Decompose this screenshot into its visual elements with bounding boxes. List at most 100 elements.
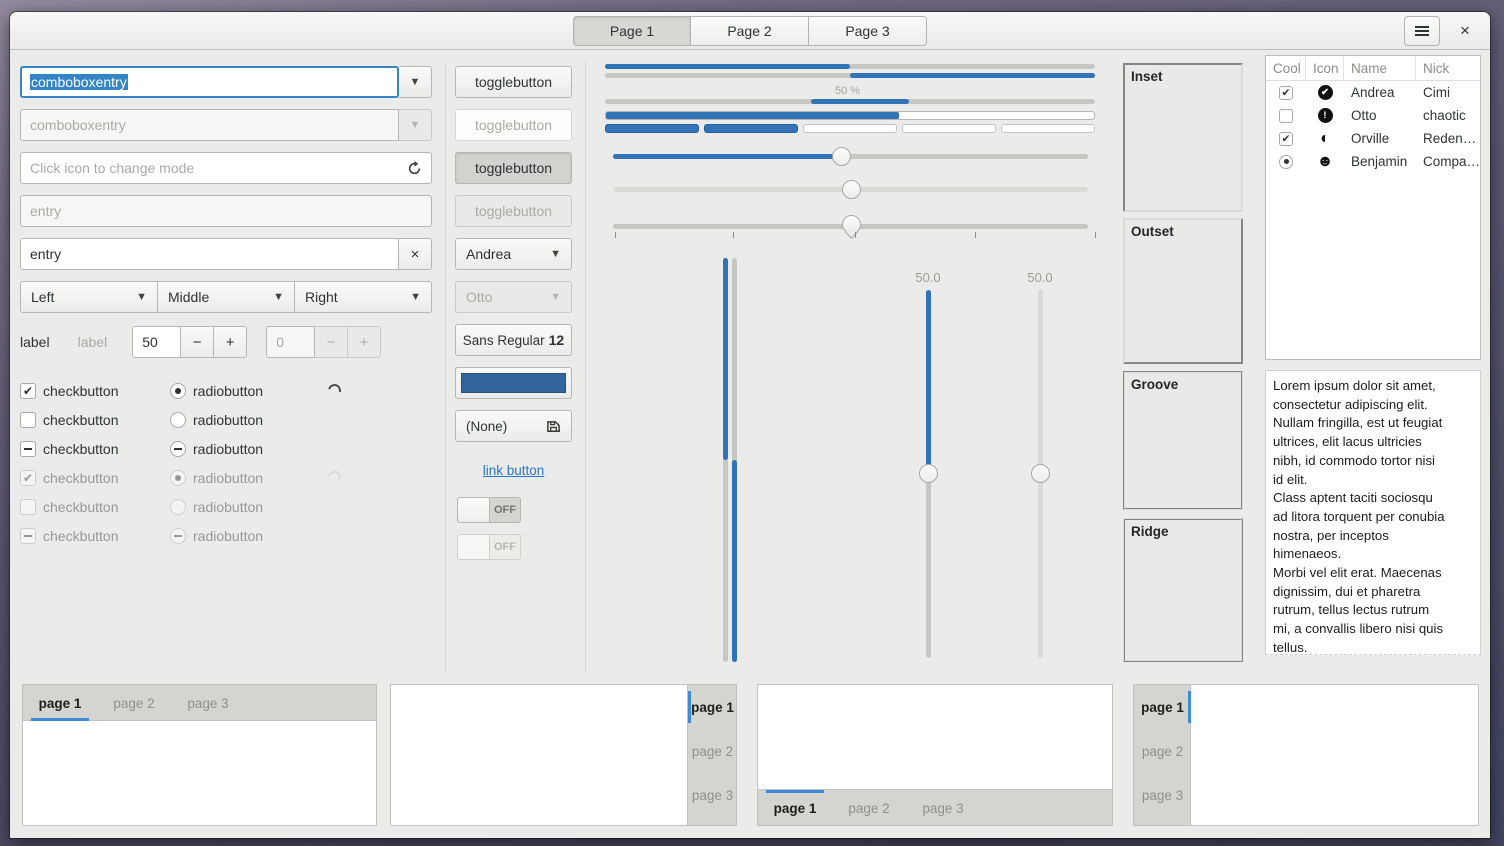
frame-ridge: Ridge bbox=[1123, 518, 1243, 662]
tab-page-1[interactable]: page 1 bbox=[23, 685, 97, 721]
column-header-nick[interactable]: Nick bbox=[1423, 60, 1450, 76]
switch-off[interactable]: OFF bbox=[457, 497, 521, 523]
combobox-middle[interactable]: Middle ▼ bbox=[158, 281, 295, 313]
radio-indeterminate-disabled-icon bbox=[170, 527, 186, 544]
table-row[interactable]: ✔ ◐ Orville Reden… bbox=[1266, 127, 1480, 150]
togglebutton-3[interactable]: togglebutton bbox=[455, 152, 572, 184]
checkbox-unchecked-icon[interactable] bbox=[1279, 108, 1293, 123]
chevron-down-icon: ▼ bbox=[550, 291, 561, 303]
radio-selected-icon[interactable] bbox=[1279, 154, 1293, 169]
label: label bbox=[20, 334, 50, 350]
tab-page-1[interactable]: Page 1 bbox=[573, 15, 691, 46]
hscale-filled-knob[interactable] bbox=[832, 147, 851, 166]
hscale-plain-knob[interactable] bbox=[841, 180, 861, 199]
tab-page-2[interactable]: page 2 bbox=[113, 695, 155, 711]
spin-minus-button-disabled: − bbox=[315, 326, 349, 358]
center-column: 50 % bbox=[595, 50, 1100, 670]
active-tab-indicator bbox=[31, 718, 89, 721]
entry[interactable]: entry bbox=[20, 238, 399, 270]
font-button[interactable]: Sans Regular 12 bbox=[455, 324, 572, 356]
combobox-right[interactable]: Right ▼ bbox=[295, 281, 432, 313]
checkbox-checked-icon[interactable]: ✔ bbox=[1279, 131, 1293, 146]
togglebutton-4-disabled: togglebutton bbox=[455, 195, 572, 227]
textview[interactable]: Lorem ipsum dolor sit amet, consectetur … bbox=[1265, 370, 1481, 655]
progressbar-right-aligned bbox=[605, 73, 1095, 78]
column-header-icon[interactable]: Icon bbox=[1306, 56, 1344, 80]
spinner-disabled-icon bbox=[325, 468, 344, 487]
checkbox-indeterminate-icon[interactable] bbox=[20, 440, 36, 457]
treeview: Cool Icon Name Nick ✔ ✔ Andrea Cimi ! Ot… bbox=[1265, 55, 1481, 360]
hamburger-icon bbox=[1415, 26, 1429, 28]
entry-disabled: entry bbox=[20, 195, 432, 227]
label-disabled: label bbox=[77, 334, 108, 350]
frames-column: Inset Outset Groove Ridge bbox=[1123, 50, 1243, 670]
tab-page-3[interactable]: page 3 bbox=[187, 695, 229, 711]
spin-minus-button[interactable]: − bbox=[181, 326, 215, 358]
radio-unselected-icon[interactable] bbox=[170, 411, 186, 428]
exclamation-circle-icon: ! bbox=[1317, 108, 1333, 123]
column-header-cool[interactable]: Cool bbox=[1266, 56, 1306, 80]
tab-page-2[interactable]: page 2 bbox=[1141, 743, 1184, 759]
vscale-filled-knob[interactable] bbox=[919, 464, 938, 483]
tab-page-2[interactable]: page 2 bbox=[691, 743, 734, 759]
tab-page-3[interactable]: page 3 bbox=[1141, 787, 1184, 803]
spinbutton-value[interactable]: 50 bbox=[132, 326, 182, 358]
frame-groove: Groove bbox=[1123, 371, 1243, 510]
radio-selected-disabled-icon bbox=[170, 469, 186, 486]
tab-page-1[interactable]: page 1 bbox=[758, 790, 832, 826]
tab-page-3[interactable]: page 3 bbox=[922, 800, 964, 816]
spinner-icon bbox=[325, 381, 344, 400]
combobox-andrea[interactable]: Andrea ▼ bbox=[455, 238, 572, 270]
radio-indeterminate-icon[interactable] bbox=[170, 440, 186, 457]
levelbar-continuous bbox=[605, 111, 1095, 120]
spin-plus-button[interactable]: + bbox=[214, 326, 248, 358]
radio-selected-icon[interactable] bbox=[170, 382, 186, 399]
tab-page-3[interactable]: page 3 bbox=[691, 787, 734, 803]
scale-mark bbox=[733, 232, 734, 238]
color-button[interactable] bbox=[455, 367, 572, 399]
link-button[interactable]: link button bbox=[482, 463, 545, 478]
widget-factory-window: Page 1 Page 2 Page 3 × comboboxentry ▼ c… bbox=[10, 12, 1490, 838]
column-header-name[interactable]: Name bbox=[1344, 56, 1416, 80]
separator bbox=[585, 62, 586, 672]
document-save-icon bbox=[546, 419, 561, 434]
tab-page-1[interactable]: page 1 bbox=[688, 685, 737, 729]
monkey-face-icon: ☻ bbox=[1316, 152, 1334, 170]
middle-column: togglebutton togglebutton togglebutton t… bbox=[455, 50, 572, 670]
tab-page-3[interactable]: Page 3 bbox=[809, 15, 927, 46]
notebook-tabs-bottom: page 1 page 2 page 3 bbox=[757, 684, 1113, 826]
refresh-icon[interactable] bbox=[407, 160, 422, 176]
spinbutton-disabled: 0 − + bbox=[266, 326, 382, 358]
table-row[interactable]: ! Otto chaotic bbox=[1266, 104, 1480, 127]
combobox-left[interactable]: Left ▼ bbox=[20, 281, 158, 313]
checkbox-unchecked-icon[interactable] bbox=[20, 411, 36, 428]
clear-entry-button[interactable]: × bbox=[399, 238, 432, 270]
tab-page-2[interactable]: Page 2 bbox=[691, 15, 809, 46]
tab-page-2[interactable]: page 2 bbox=[848, 800, 890, 816]
table-row[interactable]: ✔ ✔ Andrea Cimi bbox=[1266, 81, 1480, 104]
headerbar: Page 1 Page 2 Page 3 × bbox=[10, 12, 1490, 50]
radio-unselected-disabled-icon bbox=[170, 498, 186, 515]
vscale-disabled-knob bbox=[1031, 464, 1050, 483]
comboboxentry-dropdown-button[interactable]: ▼ bbox=[399, 66, 432, 98]
scale-mark bbox=[975, 232, 976, 238]
hscale-marks-knob[interactable] bbox=[841, 215, 861, 234]
notebook-tabs-left: page 1 page 2 page 3 bbox=[1133, 684, 1479, 826]
comboboxentry-disabled-input: comboboxentry bbox=[20, 109, 399, 141]
hamburger-menu-button[interactable] bbox=[1404, 16, 1440, 46]
togglebutton-1[interactable]: togglebutton bbox=[455, 66, 572, 98]
separator bbox=[445, 62, 446, 672]
close-button[interactable]: × bbox=[1460, 21, 1470, 40]
checkbox-checked-icon[interactable]: ✔ bbox=[1279, 85, 1293, 100]
vertical-levelbar-top bbox=[723, 258, 728, 662]
combobox-otto-disabled: Otto ▼ bbox=[455, 281, 572, 313]
icon-entry[interactable]: Click icon to change mode bbox=[20, 152, 432, 184]
togglebutton-2[interactable]: togglebutton bbox=[455, 109, 572, 141]
chevron-down-icon: ▼ bbox=[409, 76, 421, 88]
checkbox-checked-icon[interactable]: ✔ bbox=[20, 382, 36, 399]
notebook-content bbox=[758, 685, 1112, 789]
tab-page-1[interactable]: page 1 bbox=[1134, 685, 1191, 729]
comboboxentry-input[interactable]: comboboxentry bbox=[20, 66, 399, 98]
table-row[interactable]: ☻ Benjamin Compa… bbox=[1266, 150, 1480, 173]
file-chooser-button[interactable]: (None) bbox=[455, 410, 572, 442]
